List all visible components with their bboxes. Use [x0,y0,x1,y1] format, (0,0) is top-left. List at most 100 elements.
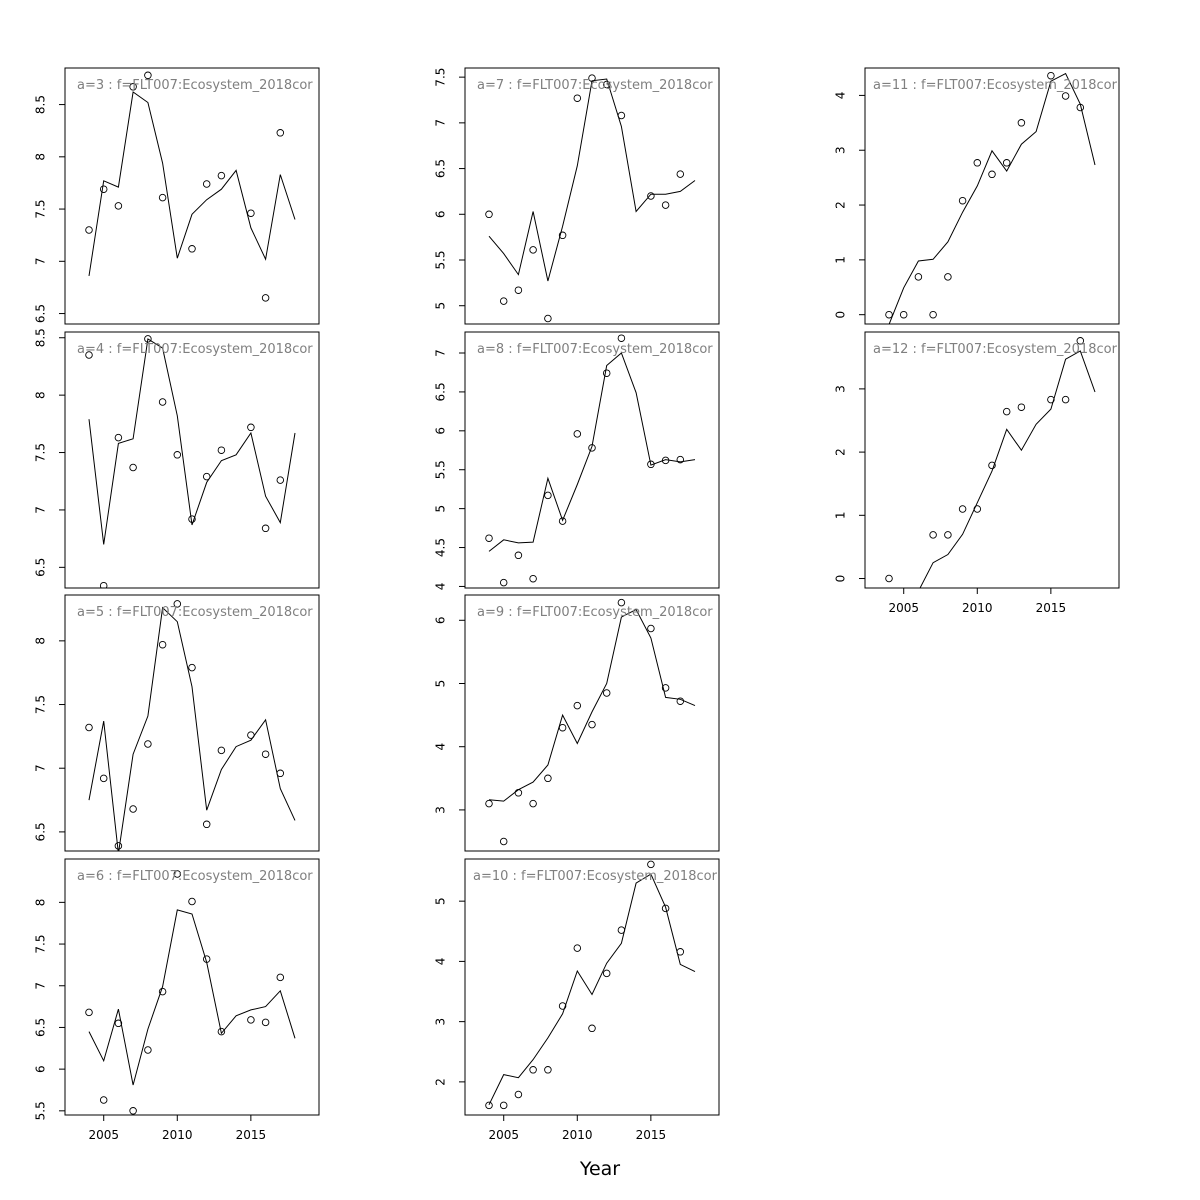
data-point [544,1066,552,1074]
data-point [544,491,552,500]
data-point [1002,407,1011,416]
data-point [573,701,582,710]
data-point [588,74,596,82]
panel-frame [464,67,720,325]
data-point [276,129,285,137]
y-tick-label: 4 [434,743,448,751]
data-point [276,769,285,778]
data-point [602,369,611,377]
fitted-line [88,338,296,545]
data-point [188,245,196,253]
data-point [261,1018,270,1027]
data-point [514,1090,523,1099]
fitted-line [888,72,1096,324]
data-point [514,551,523,560]
y-tick-label: 6 [434,427,448,435]
data-point [276,973,285,982]
fitted-line [488,873,696,1106]
y-tick-label: 7 [34,982,48,990]
data-point [676,948,685,956]
panel: a=7 : f=FLT007:Ecosystem_2018cor 5 5.5 6 6.5… [434,67,720,325]
y-tick-label: 0 [834,311,848,319]
y-tick-label: 2 [834,448,848,456]
y-tick-label: 8.5 [34,95,48,114]
data-point [114,842,123,850]
x-tick-label: 2015 [1036,601,1067,615]
panel-title: a=8 : f=FLT007:Ecosystem_2018cor [477,342,713,357]
data-point [202,955,211,963]
data-point [85,1008,93,1017]
data-point [261,750,270,758]
data-point [929,531,937,539]
data-point [885,310,893,319]
y-tick-label: 7 [434,349,448,357]
panel-title: a=5 : f=FLT007:Ecosystem_2018cor [77,605,313,620]
data-point [247,423,255,432]
data-point [617,111,626,120]
plot-area: a=4 : f=FLT007:Ecosystem_2018cor [77,335,313,588]
x-tick-label: 2010 [962,601,993,615]
y-tick-label: 4.5 [434,538,448,557]
panel: a=12 : f=FLT007:Ecosystem_2018cor 0 1 2 3 200… [834,331,1120,615]
data-point [1017,403,1026,411]
data-point [944,531,952,539]
data-point [676,697,685,705]
data-point [158,987,167,996]
panel-title: a=7 : f=FLT007:Ecosystem_2018cor [477,78,713,93]
y-tick-label: 6.5 [34,822,48,841]
data-point [144,335,152,343]
y-tick-label: 5.5 [434,250,448,269]
data-point [661,201,670,209]
data-point [1017,119,1026,127]
data-point [144,740,152,748]
data-point [899,310,908,319]
data-point [529,574,537,583]
x-tick-label: 2010 [562,1128,593,1142]
y-tick-label: 5.5 [34,1101,48,1120]
y-tick-label: 7.5 [34,200,48,219]
y-tick-label: 7 [34,764,48,772]
fitted-line [488,608,696,802]
panel-title: a=6 : f=FLT007:Ecosystem_2018cor [77,869,313,884]
panel-title: a=3 : f=FLT007:Ecosystem_2018cor [77,78,313,93]
y-tick-label: 8 [34,899,48,907]
data-point [485,534,493,542]
plot-area: a=8 : f=FLT007:Ecosystem_2018cor [477,334,713,587]
x-tick-label: 2005 [88,1128,119,1142]
data-point [247,1016,255,1024]
fitted-line [88,91,296,276]
data-point [158,398,167,406]
x-tick-label: 2005 [488,1128,519,1142]
data-point [188,897,196,906]
data-point [558,517,567,525]
x-tick-label: 2005 [888,601,919,615]
y-tick-label: 7 [434,119,448,127]
y-tick-label: 7.5 [34,443,48,462]
data-point [661,684,670,692]
data-point [1061,92,1070,100]
data-point [988,170,996,179]
data-point [173,600,182,608]
data-point [188,515,196,523]
data-point [544,314,552,323]
plot-area: a=3 : f=FLT007:Ecosystem_2018cor [77,71,313,302]
y-tick-label: 3 [834,385,848,393]
panel: a=10 : f=FLT007:Ecosystem_2018cor 2 3 4 5 200… [434,858,720,1142]
data-point [514,789,523,797]
y-tick-label: 4 [834,92,848,100]
data-point [958,196,967,205]
data-point [499,578,508,587]
data-point [573,430,582,438]
data-point [602,80,611,89]
y-tick-label: 6 [434,210,448,218]
y-tick-label: 7.5 [34,935,48,954]
y-tick-label: 7 [34,506,48,514]
y-tick-label: 3 [834,146,848,154]
data-point [99,581,108,588]
data-point [202,820,211,829]
data-point [661,904,670,913]
data-point [217,746,226,755]
data-point [558,231,567,240]
plot-area: a=9 : f=FLT007:Ecosystem_2018cor [477,598,713,846]
